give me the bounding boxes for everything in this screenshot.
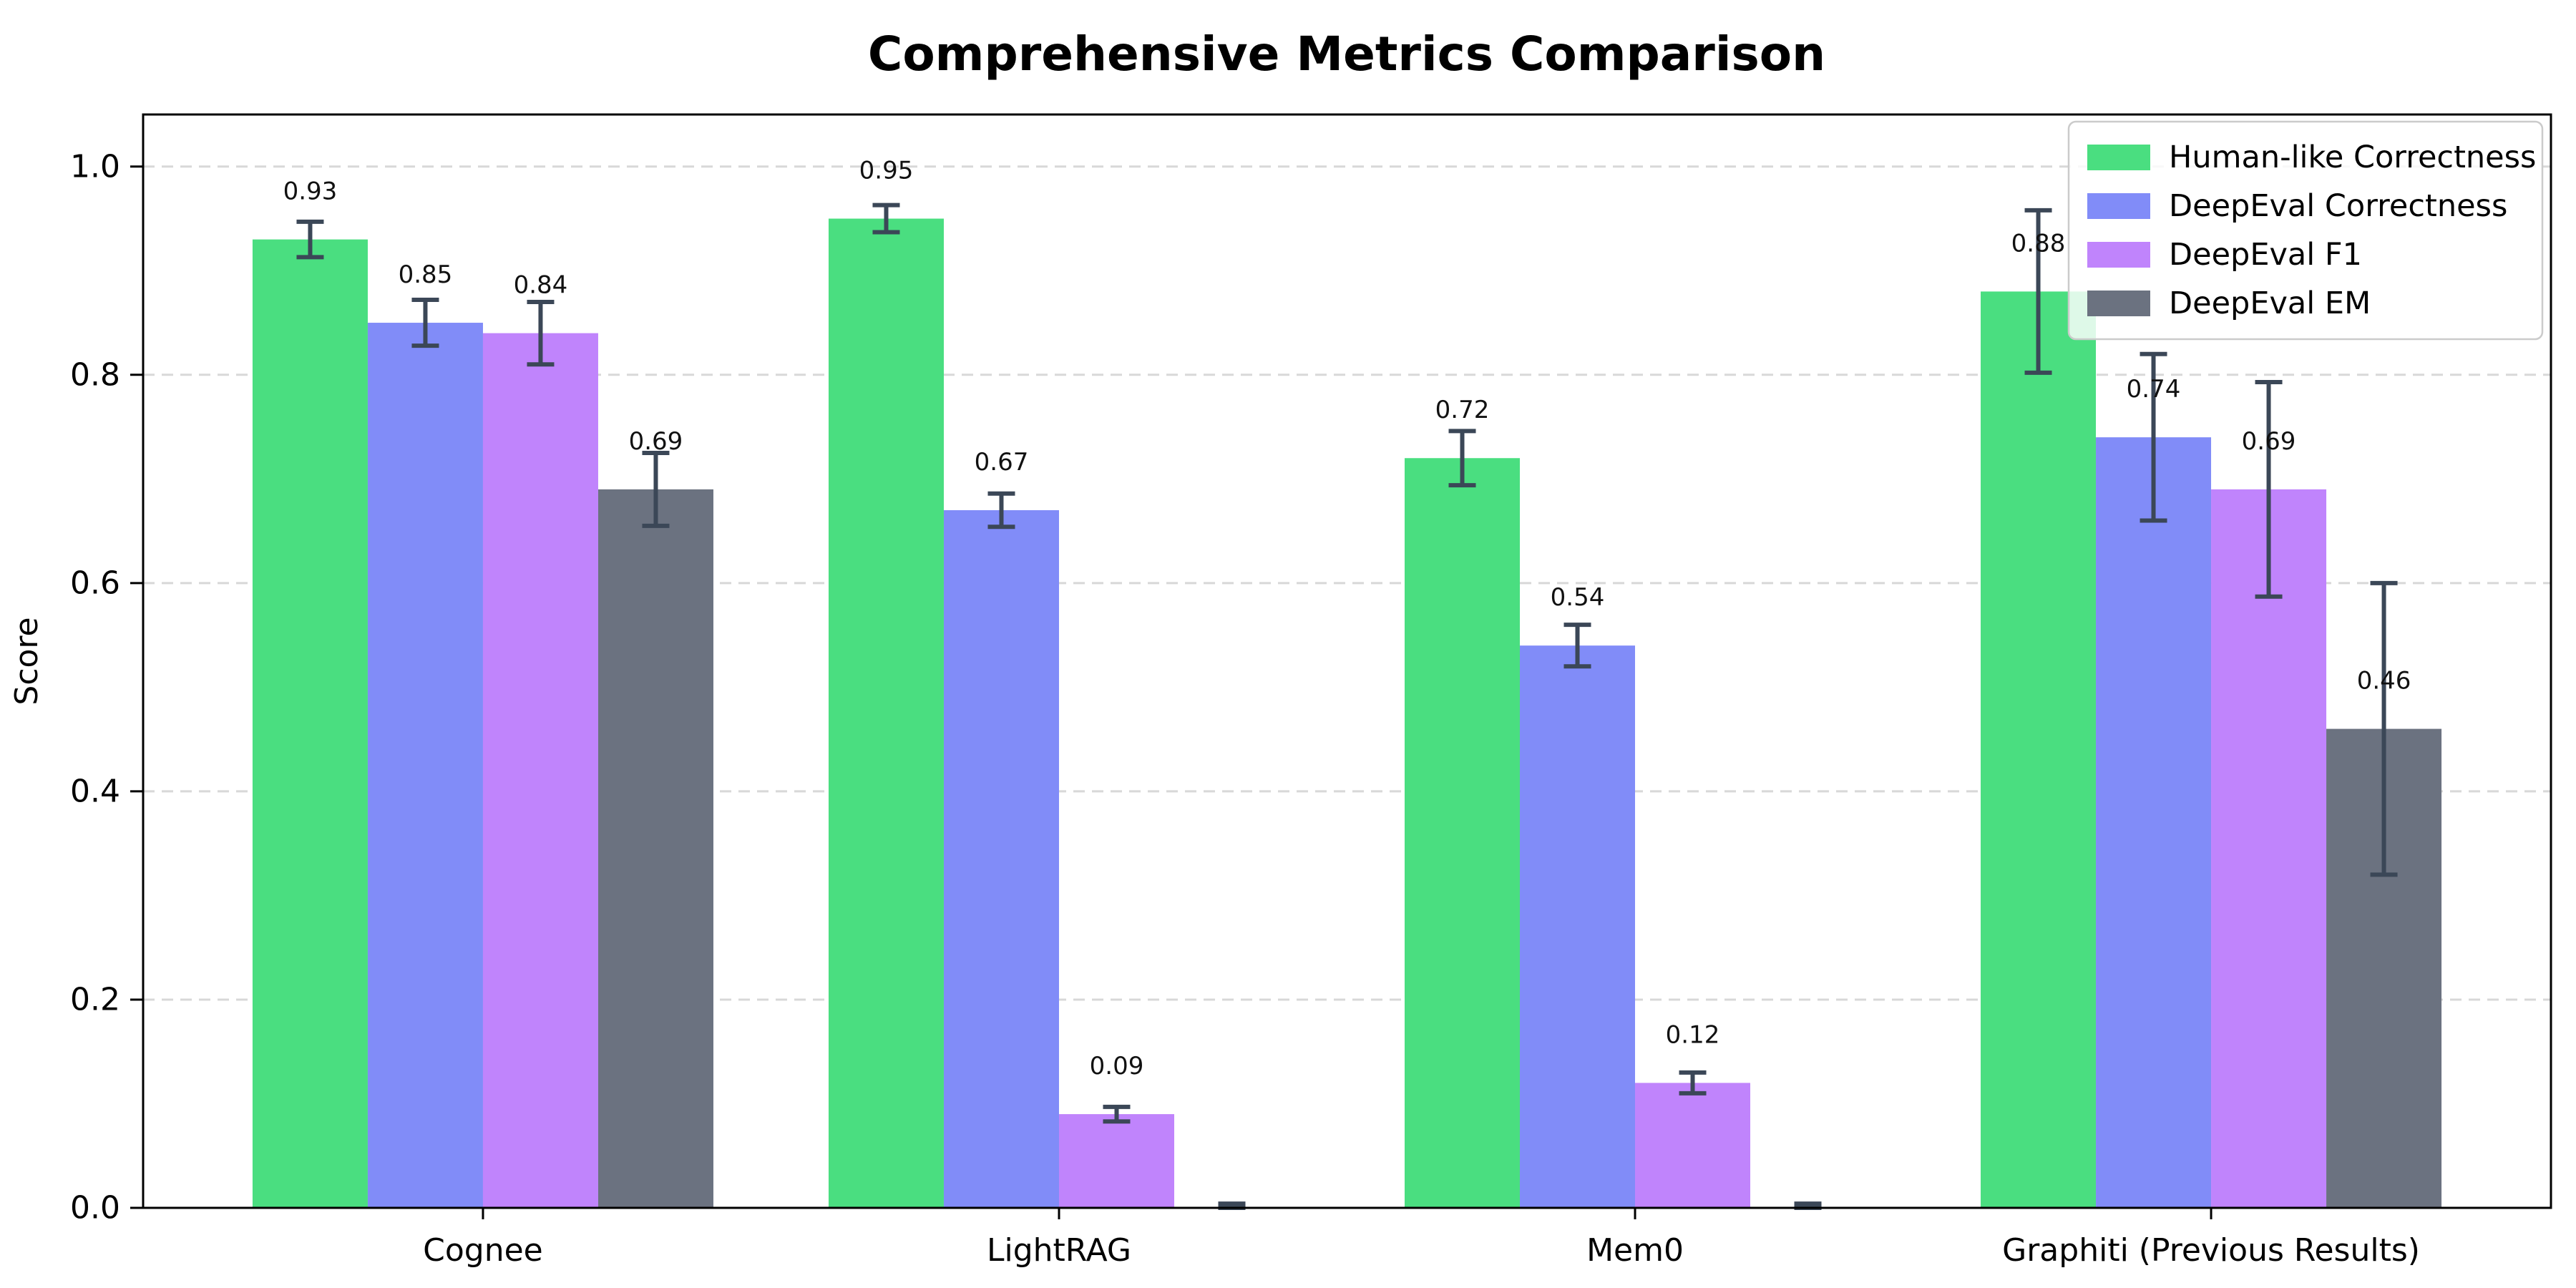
bar — [2211, 489, 2327, 1208]
legend-label: DeepEval EM — [2169, 286, 2371, 321]
bar — [1635, 1083, 1751, 1208]
bar-value-label: 0.46 — [2357, 667, 2411, 696]
y-tick-label: 1.0 — [70, 148, 120, 185]
bar — [252, 239, 368, 1209]
bar — [2096, 437, 2212, 1208]
bar-value-label: 0.74 — [2127, 375, 2181, 404]
bar-value-label: 0.85 — [399, 260, 453, 289]
bar-value-label: 0.93 — [283, 177, 338, 206]
bar — [482, 333, 598, 1209]
bar-value-label: 0.09 — [1090, 1052, 1144, 1080]
legend-swatch — [2087, 242, 2150, 268]
bar — [597, 489, 713, 1208]
bar-value-label: 0.69 — [2242, 427, 2296, 456]
legend-swatch — [2087, 145, 2150, 170]
legend-box — [2067, 120, 2544, 341]
bar-value-label: 0.72 — [1435, 396, 1490, 424]
legend-label: Human-like Correctness — [2169, 140, 2536, 175]
bar-value-label: 0.54 — [1551, 583, 1605, 612]
x-tick-label: Cognee — [423, 1232, 543, 1269]
plot-area: 0.93 0.95 0.72 0.88 0.85 0.67 0.54 0.74 0.84 0.09… — [70, 113, 2552, 1269]
y-axis-label: Score — [9, 617, 45, 705]
x-tick-label: Mem0 — [1586, 1232, 1684, 1269]
legend-label: DeepEval F1 — [2169, 237, 2362, 273]
y-tick-label: 0.2 — [70, 981, 120, 1018]
bar — [367, 323, 483, 1208]
legend-swatch — [2087, 291, 2150, 316]
y-tick-label: 0.6 — [70, 565, 120, 601]
bar — [1520, 645, 1636, 1208]
legend-swatch — [2087, 193, 2150, 219]
bar-value-label: 0.12 — [1666, 1020, 1720, 1049]
x-tick-label: LightRAG — [987, 1232, 1131, 1269]
plot-border — [142, 113, 2552, 1209]
y-tick-label: 0.4 — [70, 773, 120, 809]
bar-value-label: 0.95 — [859, 157, 914, 185]
bar-value-label: 0.88 — [2011, 229, 2066, 258]
bar — [1405, 458, 1521, 1209]
bar-value-label: 0.67 — [975, 448, 1029, 477]
bar-value-label: 0.84 — [514, 271, 568, 300]
bar — [1058, 1114, 1174, 1208]
legend-label: DeepEval Correctness — [2169, 188, 2507, 224]
bar — [828, 218, 944, 1208]
bar — [943, 509, 1059, 1208]
y-tick-label: 0.8 — [70, 356, 120, 393]
bar — [1981, 291, 2097, 1208]
y-tick-label: 0.0 — [70, 1190, 120, 1226]
bar-value-label: 0.69 — [629, 427, 683, 456]
x-tick-label: Graphiti (Previous Results) — [2002, 1232, 2420, 1269]
chart-title: Comprehensive Metrics Comparison — [868, 26, 1825, 82]
